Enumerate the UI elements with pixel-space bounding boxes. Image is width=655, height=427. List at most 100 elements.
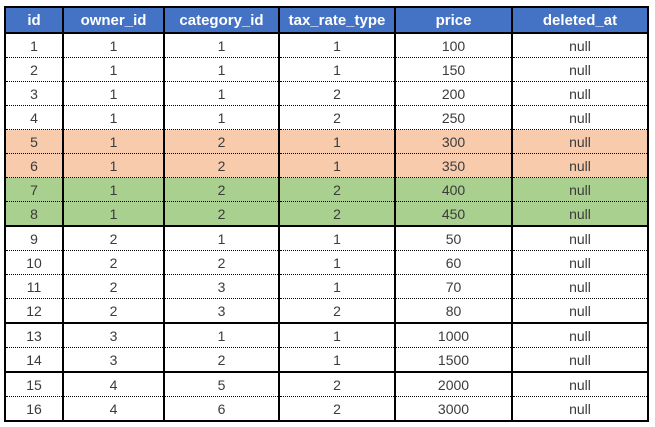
cell-tax-rate-type: 2 (278, 105, 396, 130)
cell-price: 3000 (394, 396, 513, 422)
cell-id: 10 (4, 250, 64, 275)
table-row: 15 4 5 2 2000 null (4, 372, 649, 397)
cell-owner-id: 1 (62, 177, 165, 202)
cell-id: 8 (4, 201, 64, 227)
cell-category-id: 2 (163, 347, 280, 373)
cell-price: 450 (394, 201, 513, 227)
cell-tax-rate-type: 2 (278, 298, 396, 324)
cell-deleted-at: null (511, 298, 649, 324)
cell-deleted-at: null (511, 250, 649, 275)
cell-category-id: 1 (163, 81, 280, 106)
cell-price: 400 (394, 177, 513, 202)
cell-id: 5 (4, 129, 64, 154)
table-row: 3 1 1 2 200 null (4, 81, 649, 106)
cell-deleted-at: null (511, 177, 649, 202)
column-header-tax-rate-type: tax_rate_type (278, 7, 396, 34)
cell-owner-id: 2 (62, 250, 165, 275)
table-row: 2 1 1 1 150 null (4, 57, 649, 82)
cell-tax-rate-type: 2 (278, 201, 396, 227)
cell-category-id: 1 (163, 33, 280, 58)
cell-owner-id: 1 (62, 81, 165, 106)
cell-deleted-at: null (511, 347, 649, 373)
table-row: 16 4 6 2 3000 null (4, 396, 649, 422)
cell-deleted-at: null (511, 105, 649, 130)
cell-owner-id: 2 (62, 226, 165, 251)
table-row: 7 1 2 2 400 null (4, 177, 649, 202)
cell-owner-id: 2 (62, 274, 165, 299)
cell-price: 200 (394, 81, 513, 106)
cell-id: 6 (4, 153, 64, 178)
cell-deleted-at: null (511, 396, 649, 422)
cell-owner-id: 1 (62, 33, 165, 58)
cell-category-id: 5 (163, 372, 280, 397)
cell-deleted-at: null (511, 323, 649, 348)
cell-id: 16 (4, 396, 64, 422)
cell-deleted-at: null (511, 33, 649, 58)
cell-tax-rate-type: 2 (278, 372, 396, 397)
cell-deleted-at: null (511, 201, 649, 227)
cell-category-id: 2 (163, 153, 280, 178)
table-row: 14 3 2 1 1500 null (4, 347, 649, 373)
cell-category-id: 2 (163, 177, 280, 202)
table-row: 9 2 1 1 50 null (4, 226, 649, 251)
cell-owner-id: 1 (62, 201, 165, 227)
cell-price: 60 (394, 250, 513, 275)
cell-tax-rate-type: 1 (278, 153, 396, 178)
cell-id: 12 (4, 298, 64, 324)
cell-id: 9 (4, 226, 64, 251)
cell-tax-rate-type: 1 (278, 226, 396, 251)
table-row: 4 1 1 2 250 null (4, 105, 649, 130)
cell-price: 100 (394, 33, 513, 58)
cell-tax-rate-type: 2 (278, 396, 396, 422)
cell-id: 14 (4, 347, 64, 373)
cell-deleted-at: null (511, 226, 649, 251)
cell-tax-rate-type: 1 (278, 57, 396, 82)
cell-id: 1 (4, 33, 64, 58)
cell-owner-id: 4 (62, 372, 165, 397)
cell-deleted-at: null (511, 274, 649, 299)
table-row: 1 1 1 1 100 null (4, 33, 649, 58)
column-header-owner-id: owner_id (62, 7, 165, 34)
cell-deleted-at: null (511, 81, 649, 106)
cell-id: 2 (4, 57, 64, 82)
cell-id: 11 (4, 274, 64, 299)
table-header: id owner_id category_id tax_rate_type pr… (4, 7, 649, 34)
cell-deleted-at: null (511, 372, 649, 397)
cell-deleted-at: null (511, 153, 649, 178)
cell-id: 13 (4, 323, 64, 348)
cell-tax-rate-type: 1 (278, 347, 396, 373)
column-header-deleted-at: deleted_at (511, 7, 649, 34)
column-header-price: price (394, 7, 513, 34)
cell-tax-rate-type: 1 (278, 129, 396, 154)
cell-category-id: 6 (163, 396, 280, 422)
table-row: 12 2 3 2 80 null (4, 298, 649, 324)
cell-owner-id: 2 (62, 298, 165, 324)
table-row: 8 1 2 2 450 null (4, 201, 649, 227)
cell-owner-id: 3 (62, 347, 165, 373)
data-table: id owner_id category_id tax_rate_type pr… (4, 6, 649, 422)
cell-owner-id: 3 (62, 323, 165, 348)
cell-owner-id: 1 (62, 153, 165, 178)
cell-category-id: 2 (163, 250, 280, 275)
cell-price: 50 (394, 226, 513, 251)
cell-price: 2000 (394, 372, 513, 397)
table-row: 13 3 1 1 1000 null (4, 323, 649, 348)
cell-id: 4 (4, 105, 64, 130)
cell-id: 7 (4, 177, 64, 202)
cell-owner-id: 1 (62, 129, 165, 154)
cell-category-id: 1 (163, 226, 280, 251)
cell-category-id: 3 (163, 274, 280, 299)
cell-tax-rate-type: 1 (278, 250, 396, 275)
table-row: 10 2 2 1 60 null (4, 250, 649, 275)
cell-owner-id: 4 (62, 396, 165, 422)
cell-id: 3 (4, 81, 64, 106)
cell-price: 1500 (394, 347, 513, 373)
cell-id: 15 (4, 372, 64, 397)
cell-category-id: 2 (163, 129, 280, 154)
cell-category-id: 1 (163, 323, 280, 348)
cell-price: 150 (394, 57, 513, 82)
table-row: 6 1 2 1 350 null (4, 153, 649, 178)
cell-price: 300 (394, 129, 513, 154)
cell-category-id: 2 (163, 201, 280, 227)
cell-deleted-at: null (511, 129, 649, 154)
